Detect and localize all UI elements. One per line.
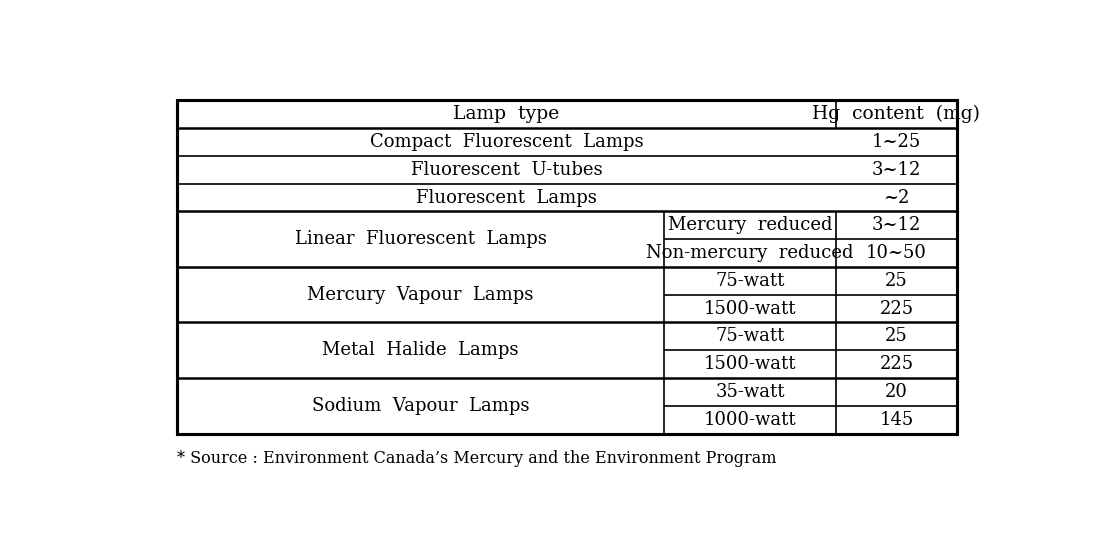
Text: ~2: ~2 [884, 188, 909, 207]
Text: 3~12: 3~12 [872, 161, 921, 179]
Text: 1000-watt: 1000-watt [703, 411, 796, 428]
Text: Sodium  Vapour  Lamps: Sodium Vapour Lamps [312, 397, 530, 415]
Text: Compact  Fluorescent  Lamps: Compact Fluorescent Lamps [369, 133, 644, 151]
Text: 20: 20 [885, 383, 908, 401]
Text: Hg  content  (mg): Hg content (mg) [813, 105, 980, 123]
Bar [177, 100, 957, 433]
Text: 1500-watt: 1500-watt [703, 355, 796, 373]
Text: 145: 145 [879, 411, 914, 428]
Text: Lamp  type: Lamp type [453, 105, 560, 123]
Text: 25: 25 [885, 272, 908, 290]
Text: 10~50: 10~50 [866, 244, 927, 262]
Text: 75-watt: 75-watt [716, 327, 785, 345]
Text: 1500-watt: 1500-watt [703, 300, 796, 318]
Text: 225: 225 [879, 355, 914, 373]
Text: * Source : Environment Canada’s Mercury and the Environment Program: * Source : Environment Canada’s Mercury … [177, 450, 776, 467]
Text: Mercury  reduced: Mercury reduced [668, 216, 833, 234]
Text: Mercury  Vapour  Lamps: Mercury Vapour Lamps [307, 286, 534, 304]
Text: 1~25: 1~25 [872, 133, 921, 151]
Text: 75-watt: 75-watt [716, 272, 785, 290]
Text: Fluorescent  U-tubes: Fluorescent U-tubes [410, 161, 602, 179]
Bar [177, 100, 957, 433]
Text: 3~12: 3~12 [872, 216, 921, 234]
Text: 225: 225 [879, 300, 914, 318]
Text: Metal  Halide  Lamps: Metal Halide Lamps [322, 341, 519, 359]
Text: Fluorescent  Lamps: Fluorescent Lamps [416, 188, 597, 207]
Text: 25: 25 [885, 327, 908, 345]
Text: Linear  Fluorescent  Lamps: Linear Fluorescent Lamps [294, 230, 546, 248]
Text: Non-mercury  reduced: Non-mercury reduced [646, 244, 854, 262]
Text: 35-watt: 35-watt [716, 383, 785, 401]
